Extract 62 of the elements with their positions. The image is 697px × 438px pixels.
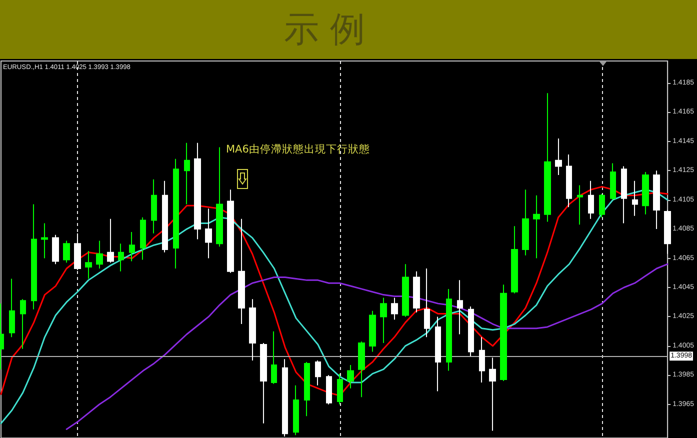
annotation: MA6由停滯狀態出現下行狀態 — [226, 142, 370, 156]
candlestick — [380, 297, 387, 344]
candlestick — [500, 284, 507, 382]
candlestick — [249, 298, 256, 362]
candlestick — [20, 298, 26, 350]
candlestick — [52, 234, 59, 265]
candlestick — [402, 264, 409, 318]
candlestick — [479, 336, 485, 383]
candlestick — [391, 297, 398, 320]
candlestick — [271, 330, 277, 384]
candlestick — [424, 268, 430, 338]
candlestick — [194, 142, 201, 240]
candlestick — [435, 316, 441, 392]
candlestick — [632, 180, 638, 216]
candlestick — [162, 180, 168, 253]
candlestick — [85, 250, 92, 280]
candlestick — [369, 310, 376, 352]
candlestick — [304, 362, 310, 417]
line-series — [66, 263, 668, 430]
candlestick — [577, 184, 583, 226]
candlestick — [227, 189, 234, 274]
candlestick — [140, 216, 146, 260]
candlestick — [184, 142, 190, 205]
candlestick — [260, 342, 267, 424]
candlestick — [9, 278, 15, 338]
candlestick — [74, 232, 81, 270]
candlestick — [205, 208, 212, 259]
candlestick — [544, 92, 551, 222]
candlestick — [599, 193, 605, 218]
candlestick — [566, 154, 572, 208]
candlestick — [610, 162, 616, 200]
candlestick — [489, 357, 496, 432]
candlestick — [238, 218, 245, 325]
candlestick — [151, 178, 157, 234]
candlestick — [555, 138, 562, 176]
candlestick — [446, 288, 452, 372]
candlestick — [173, 158, 179, 269]
candlestick — [358, 341, 365, 398]
candlestick — [63, 240, 70, 264]
candlestick — [293, 384, 299, 436]
candlestick — [413, 270, 420, 313]
candlestick — [216, 146, 223, 248]
candlestick — [522, 189, 529, 256]
candlestick — [347, 364, 354, 389]
candlestick — [129, 231, 135, 262]
candlestick — [282, 358, 288, 438]
candlestick — [118, 243, 124, 272]
candlestick — [511, 226, 518, 294]
candlestick — [337, 373, 343, 405]
candlestick — [31, 204, 37, 310]
candlestick — [642, 172, 649, 215]
candlestick — [315, 360, 321, 386]
candlestick — [41, 222, 48, 259]
candlestick — [468, 306, 474, 357]
candlestick — [326, 374, 332, 405]
candlestick — [457, 280, 463, 335]
candlestick — [653, 170, 660, 230]
candlestick — [533, 194, 540, 259]
candlestick — [96, 240, 103, 269]
candlestick — [107, 218, 114, 264]
candlestick — [588, 180, 594, 220]
candlestick — [621, 166, 627, 224]
